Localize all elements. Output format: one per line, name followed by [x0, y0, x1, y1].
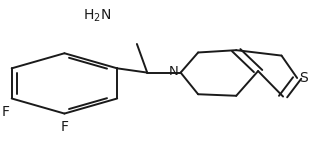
Text: S: S: [299, 71, 307, 85]
Text: F: F: [2, 105, 9, 119]
Text: F: F: [60, 120, 68, 134]
Text: H$_2$N: H$_2$N: [83, 8, 111, 24]
Text: N: N: [169, 65, 178, 78]
